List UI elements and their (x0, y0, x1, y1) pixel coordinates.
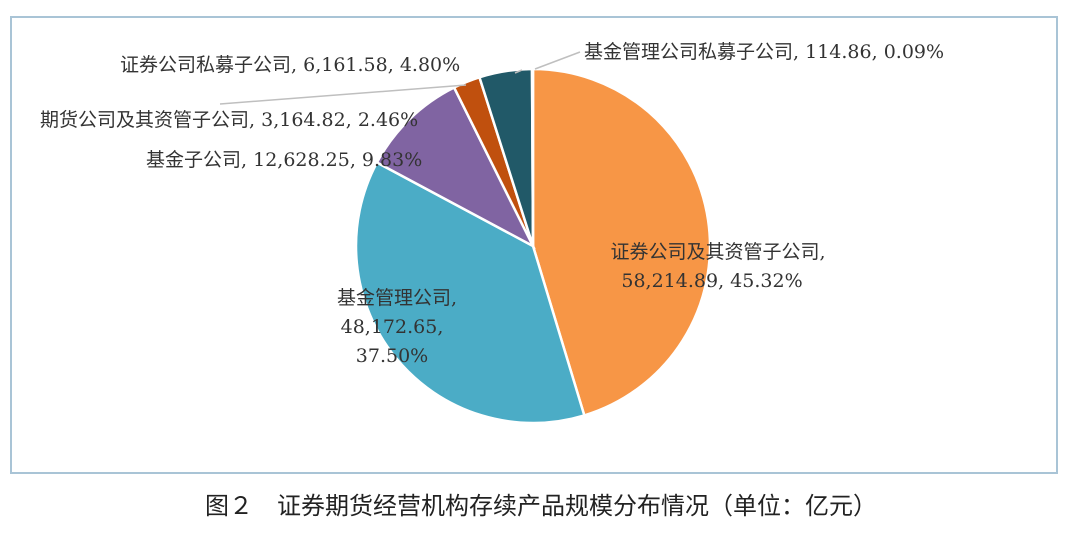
slice-label-1: 基金管理公司, (337, 287, 457, 309)
slice-label-4: 证券公司私募子公司, 6,161.58, 4.80% (120, 54, 460, 76)
slice-name-0: 证券公司及其资管子公司 (610, 241, 819, 263)
leader-line-3 (219, 84, 467, 105)
pie-slice-0 (531, 67, 712, 417)
slice-name-3: 期货公司及其资管子公司 (40, 109, 249, 131)
slice-label-3: 期货公司及其资管子公司, 3,164.82, 2.46% (40, 109, 418, 131)
slice-percent-1: 37.50% (356, 345, 428, 367)
pie-slice-5 (530, 67, 535, 247)
slice-value-2: 12,628.25 (253, 149, 350, 171)
pie-slice-1 (354, 160, 586, 425)
leader-line-4 (514, 69, 523, 74)
slice-percent-0: 45.32% (730, 270, 802, 292)
slice-value-0: 58,214.89 (621, 270, 718, 292)
slice-value-1: 48,172.65 (341, 316, 438, 338)
slice-name-2: 基金子公司 (146, 149, 241, 171)
slice-value-label-0: 58,214.89, 45.32% (621, 270, 802, 292)
slice-percent-5: 0.09% (884, 41, 944, 63)
slice-value-5: 114.86 (805, 41, 871, 63)
slice-percent-4: 4.80% (400, 54, 460, 76)
slice-label-0: 证券公司及其资管子公司, (610, 241, 825, 263)
slice-value-3: 3,164.82 (261, 109, 346, 131)
slice-percent-3: 2.46% (358, 109, 418, 131)
slice-percent-label-1: 37.50% (356, 345, 428, 367)
slice-name-4: 证券公司私募子公司 (120, 54, 291, 76)
figure-caption: 图２ 证券期货经营机构存续产品规模分布情况（单位：亿元） (205, 492, 877, 520)
slice-label-5: 基金管理公司私募子公司, 114.86, 0.09% (584, 41, 944, 63)
slice-label-2: 基金子公司, 12,628.25, 9.83% (146, 149, 422, 171)
slice-percent-2: 9.83% (362, 149, 422, 171)
slice-name-5: 基金管理公司私募子公司 (584, 41, 793, 63)
leader-line-5 (534, 51, 581, 70)
pie-slice-2 (375, 85, 536, 249)
slice-value-label-1: 48,172.65, (341, 316, 444, 338)
slice-name-1: 基金管理公司 (337, 287, 451, 309)
slice-value-4: 6,161.58 (303, 54, 388, 76)
